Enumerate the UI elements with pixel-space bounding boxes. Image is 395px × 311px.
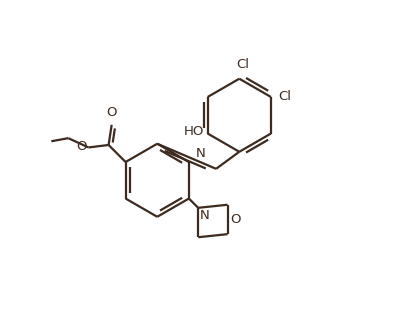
Text: O: O	[230, 213, 241, 226]
Text: O: O	[106, 106, 117, 119]
Text: N: N	[196, 147, 206, 160]
Text: O: O	[76, 140, 87, 153]
Text: Cl: Cl	[236, 58, 249, 71]
Text: Cl: Cl	[279, 91, 292, 104]
Text: N: N	[200, 209, 209, 222]
Text: HO: HO	[184, 125, 204, 138]
